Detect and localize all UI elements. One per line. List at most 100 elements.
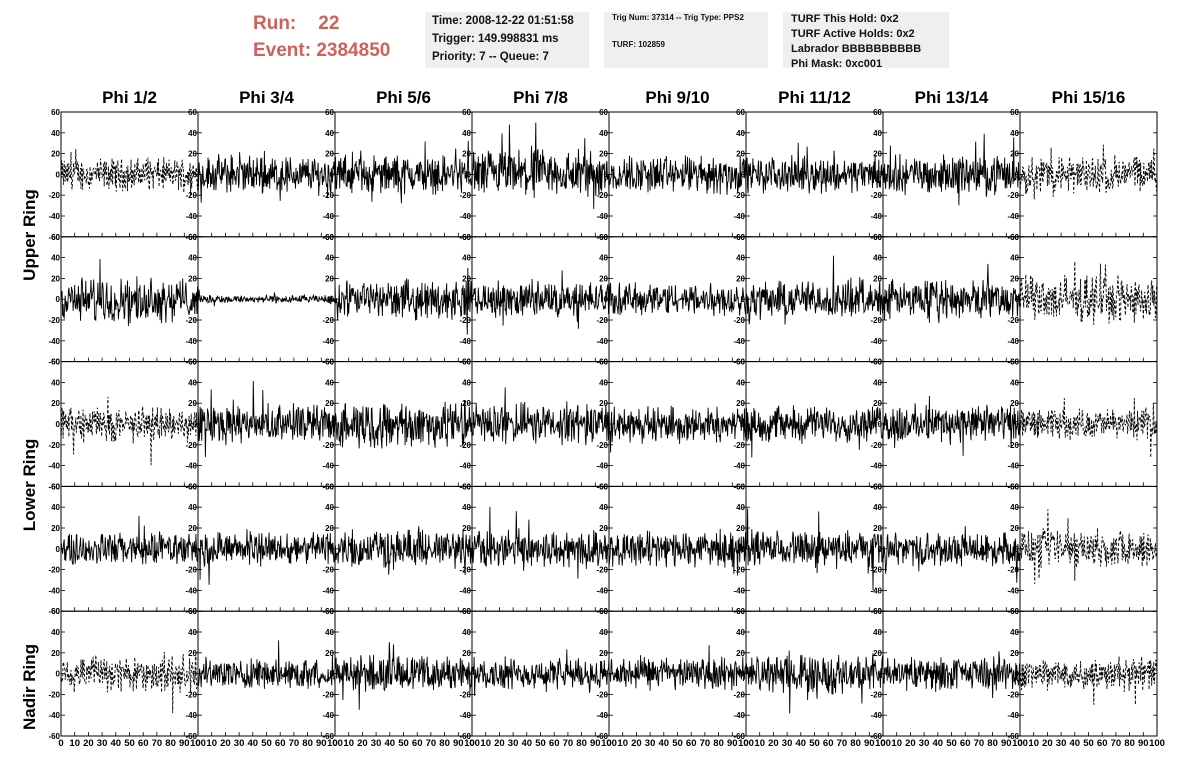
y-tick-label: -60	[48, 732, 60, 741]
y-tick-label: 0	[467, 295, 472, 304]
waveform-trace	[197, 289, 336, 307]
trig-num-text: Trig Num: 37314 -- Trig Type: PPS2	[612, 13, 744, 22]
y-tick-label: 40	[188, 378, 197, 387]
y-tick-label: 40	[873, 503, 882, 512]
y-tick-label: 0	[604, 545, 609, 554]
x-tick-label: 50	[398, 738, 409, 749]
x-tick-label: 100	[327, 738, 343, 749]
y-tick-label: 20	[599, 150, 608, 159]
y-tick-label: -60	[48, 607, 60, 616]
y-tick-label: 40	[736, 129, 745, 138]
x-tick-label: 20	[631, 738, 642, 749]
y-tick-label: -60	[322, 358, 334, 367]
y-tick-label: -60	[459, 482, 471, 491]
y-tick-label: 60	[873, 108, 882, 117]
y-tick-label: -60	[733, 482, 745, 491]
y-tick-label: 20	[599, 524, 608, 533]
panel-frame	[197, 111, 336, 238]
x-tick-label: 40	[933, 738, 944, 749]
y-tick-label: 60	[1010, 358, 1019, 367]
x-tick-label: 40	[522, 738, 533, 749]
y-tick-label: 20	[599, 274, 608, 283]
y-tick-label: -20	[322, 441, 334, 450]
waveform-trace	[608, 155, 747, 195]
y-tick-label: 0	[330, 545, 335, 554]
y-tick-label: 60	[873, 358, 882, 367]
y-tick-label: 60	[1010, 607, 1019, 616]
y-tick-label: -40	[596, 462, 608, 471]
y-tick-label: 60	[51, 108, 60, 117]
y-tick-label: -40	[1007, 212, 1019, 221]
x-tick-label: 10	[754, 738, 765, 749]
y-tick-label: 40	[873, 378, 882, 387]
y-tick-label: -20	[322, 566, 334, 575]
waveform-trace	[334, 642, 473, 710]
y-tick-label: 60	[462, 233, 471, 242]
x-tick-label: 20	[905, 738, 916, 749]
y-tick-label: -20	[48, 441, 60, 450]
x-tick-label: 100	[738, 738, 754, 749]
y-tick-label: 40	[736, 254, 745, 263]
y-tick-label: -20	[322, 690, 334, 699]
x-tick-label: 30	[508, 738, 519, 749]
x-tick-label: 20	[768, 738, 779, 749]
x-tick-label: 40	[111, 738, 122, 749]
y-tick-label: 40	[1010, 378, 1019, 387]
y-tick-label: 40	[462, 254, 471, 263]
y-tick-label: -20	[1007, 441, 1019, 450]
y-tick-label: -40	[1007, 337, 1019, 346]
y-tick-label: 60	[736, 607, 745, 616]
y-tick-label: 20	[462, 524, 471, 533]
x-tick-label: 40	[1070, 738, 1081, 749]
x-tick-label: 0	[58, 738, 63, 749]
x-tick-label: 40	[248, 738, 259, 749]
y-tick-label: 20	[51, 399, 60, 408]
y-tick-label: -40	[185, 711, 197, 720]
x-tick-label: 90	[179, 738, 190, 749]
run-value: 22	[318, 13, 340, 34]
waveform-trace	[197, 640, 336, 689]
y-tick-label: -60	[185, 358, 197, 367]
y-tick-label: 60	[599, 108, 608, 117]
y-tick-label: 0	[741, 170, 746, 179]
x-tick-label: 90	[727, 738, 738, 749]
waveform-trace	[608, 282, 747, 317]
y-tick-label: -60	[185, 732, 197, 741]
x-tick-label: 100	[1149, 738, 1165, 749]
y-tick-label: 20	[736, 399, 745, 408]
time-text: Time: 2008-12-22 01:51:58	[432, 15, 574, 27]
y-tick-label: -40	[870, 212, 882, 221]
x-tick-label: 40	[796, 738, 807, 749]
y-tick-label: 40	[188, 503, 197, 512]
x-tick-label: 30	[97, 738, 108, 749]
x-tick-label: 100	[1012, 738, 1028, 749]
x-tick-label: 50	[535, 738, 546, 749]
y-tick-label: 0	[467, 545, 472, 554]
y-tick-label: 20	[1010, 649, 1019, 658]
waveform-trace	[882, 526, 1021, 583]
x-tick-label: 0	[743, 738, 748, 749]
y-tick-label: 0	[1015, 670, 1020, 679]
y-tick-label: -20	[733, 316, 745, 325]
y-tick-label: 60	[462, 108, 471, 117]
y-tick-label: -40	[733, 337, 745, 346]
y-tick-label: -20	[322, 316, 334, 325]
y-tick-label: -20	[870, 690, 882, 699]
y-tick-label: -40	[322, 337, 334, 346]
y-tick-label: 20	[1010, 150, 1019, 159]
y-tick-label: -40	[322, 462, 334, 471]
waveform-trace	[608, 397, 747, 453]
trig-num-box: Trig Num: 37314 -- Trig Type: PPS2 TURF:…	[604, 12, 768, 68]
waveform-trace	[882, 263, 1021, 324]
y-tick-label: 20	[736, 150, 745, 159]
y-tick-label: -20	[322, 191, 334, 200]
y-tick-label: 0	[330, 170, 335, 179]
x-tick-label: 10	[1028, 738, 1039, 749]
y-tick-label: 40	[51, 129, 60, 138]
y-tick-label: -40	[733, 212, 745, 221]
x-tick-label: 70	[289, 738, 300, 749]
y-tick-label: -20	[1007, 690, 1019, 699]
x-tick-label: 30	[782, 738, 793, 749]
y-tick-label: 0	[467, 170, 472, 179]
x-tick-label: 80	[576, 738, 587, 749]
